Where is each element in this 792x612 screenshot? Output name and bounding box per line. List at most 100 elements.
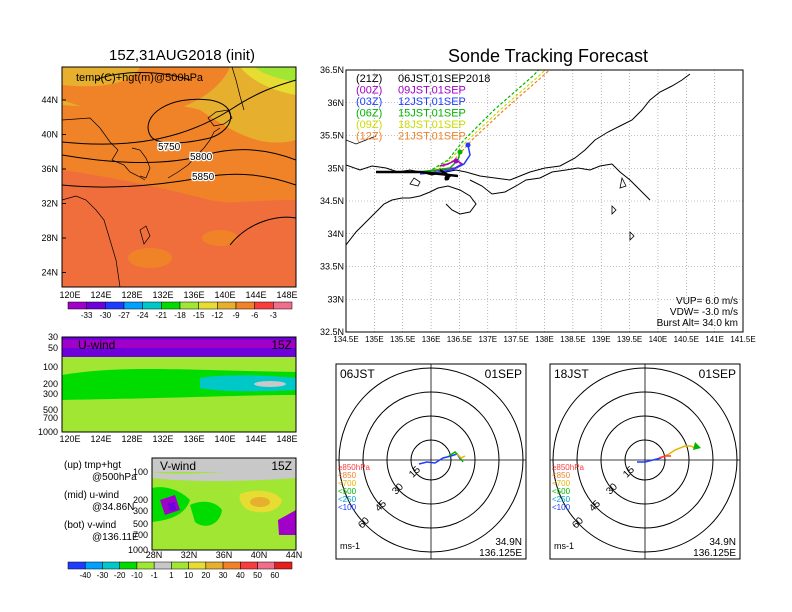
uwind-p-tick: 1000 bbox=[38, 427, 58, 437]
hodo-trace bbox=[660, 445, 696, 459]
uwind-lon-tick: 132E bbox=[152, 434, 173, 444]
colorbar-cell bbox=[217, 301, 237, 310]
track-legend-text: 15JST,01SEP bbox=[398, 108, 466, 120]
uwind-lon-tick: 136E bbox=[183, 434, 204, 444]
track-legend-text: 12JST,01SEP bbox=[398, 96, 466, 108]
track-lon-tick: 138.5E bbox=[560, 335, 585, 344]
uwind-p-tick: 50 bbox=[48, 343, 58, 353]
hodo-level: <500 bbox=[552, 487, 571, 496]
colorbar-tick: 20 bbox=[201, 571, 210, 580]
colorbar-cell bbox=[67, 301, 87, 310]
track-lon-tick: 141.5E bbox=[730, 335, 755, 344]
hodo-level: <250 bbox=[338, 495, 357, 504]
uwind-label: U-wind bbox=[78, 338, 115, 352]
track-legend-code: (06Z) bbox=[356, 108, 382, 120]
hodo-level: <500 bbox=[338, 487, 357, 496]
colorbar-tick: 50 bbox=[253, 571, 262, 580]
vwind-lat-tick: 32N bbox=[181, 550, 198, 560]
colorbar-tick: -9 bbox=[232, 311, 240, 320]
colorbar-cell bbox=[205, 561, 224, 570]
colorbar-cell bbox=[67, 561, 86, 570]
colorbar-tick: -18 bbox=[174, 311, 186, 320]
vwind-time: 15Z bbox=[271, 459, 292, 473]
track-lat-tick: 35N bbox=[327, 163, 344, 173]
colorbar-cell bbox=[105, 301, 125, 310]
contour-label: 5800 bbox=[190, 152, 213, 163]
colorbar-tick: -21 bbox=[156, 311, 168, 320]
track-lat-tick: 34.5N bbox=[320, 196, 344, 206]
uwind-p-tick: 700 bbox=[43, 413, 58, 423]
map-lat-tick: 28N bbox=[41, 233, 58, 243]
track-param: VDW= -3.0 m/s bbox=[670, 307, 738, 318]
uwind-lon-tick: 148E bbox=[276, 434, 297, 444]
uwind-time: 15Z bbox=[271, 338, 292, 352]
vwind-p-tick: 100 bbox=[133, 467, 148, 477]
uwind-lon-tick: 144E bbox=[245, 434, 266, 444]
colorbar-cell bbox=[136, 561, 155, 570]
uwind-p-tick: 100 bbox=[43, 362, 58, 372]
hodo-unit: ms-1 bbox=[554, 541, 574, 551]
colorbar-cell bbox=[153, 561, 172, 570]
left-title: 15Z,31AUG2018 (init) bbox=[109, 47, 255, 64]
track-lon-tick: 141E bbox=[705, 335, 724, 344]
track-lat-tick: 36N bbox=[327, 98, 344, 108]
track-lat-tick: 33.5N bbox=[320, 262, 344, 272]
vwind-lat-tick: 28N bbox=[146, 550, 163, 560]
colorbar-cell bbox=[161, 301, 181, 310]
hodo-unit: ms-1 bbox=[340, 541, 360, 551]
map-lon-tick: 148E bbox=[276, 290, 297, 300]
colorbar-tick: -20 bbox=[114, 571, 126, 580]
hodo-time: 06JST bbox=[340, 367, 375, 381]
colorbar-cell bbox=[222, 561, 241, 570]
hodo-level: ≥850hPa bbox=[552, 463, 585, 472]
colorbar-tick: -15 bbox=[193, 311, 205, 320]
map-lon-tick: 120E bbox=[59, 290, 80, 300]
track-legend-text: 21JST,01SEP bbox=[398, 131, 466, 143]
colorbar-tick: -6 bbox=[251, 311, 259, 320]
map-lat-tick: 24N bbox=[41, 268, 58, 278]
track-panel: (21Z) 06JST,01SEP2018 (00Z) 09JST,01SEP (03Z… bbox=[320, 65, 756, 344]
colorbar-tick: -24 bbox=[137, 311, 149, 320]
hodo-trace bbox=[637, 457, 662, 463]
colorbar-cell bbox=[179, 301, 199, 310]
colorbar-tick: -30 bbox=[100, 311, 112, 320]
hodo-level: <250 bbox=[552, 495, 571, 504]
colorbar-cell bbox=[86, 301, 106, 310]
map-lon-tick: 128E bbox=[121, 290, 142, 300]
track-lon-tick: 136.5E bbox=[447, 335, 472, 344]
contour-label: 5850 bbox=[192, 172, 215, 183]
vwind-lat-tick: 44N bbox=[286, 550, 303, 560]
track-lon-tick: 136E bbox=[422, 335, 441, 344]
colorbar-cell bbox=[198, 301, 218, 310]
track-lat-tick: 34N bbox=[327, 229, 344, 239]
hodo-level: ≥850hPa bbox=[338, 463, 371, 472]
track-param: Burst Alt= 34.0 km bbox=[657, 318, 738, 329]
uwind-p-tick: 500 bbox=[43, 405, 58, 415]
track-lon-tick: 137.5E bbox=[503, 335, 528, 344]
track-legend-code: (12Z) bbox=[356, 131, 382, 143]
note-line: (up) tmp+hgt bbox=[64, 460, 121, 471]
hodo-trace bbox=[456, 453, 466, 459]
vwind-p-tick: 1000 bbox=[128, 545, 148, 555]
note-line: @500hPa bbox=[92, 472, 137, 483]
colorbar-tick: -27 bbox=[118, 311, 130, 320]
colorbar-tick: -12 bbox=[212, 311, 224, 320]
vwind-lat-tick: 36N bbox=[216, 550, 233, 560]
hodo-coord: 136.125E bbox=[693, 548, 736, 559]
track-legend-code: (03Z) bbox=[356, 96, 382, 108]
track-lat-tick: 33N bbox=[327, 294, 344, 304]
hodo-level: <700 bbox=[552, 479, 571, 488]
colorbar-cell bbox=[240, 561, 258, 570]
hodo-date: 01SEP bbox=[699, 367, 736, 381]
colorbar-tick: -33 bbox=[81, 311, 93, 320]
note-line: @136.11E bbox=[92, 532, 139, 543]
hodo-coord: 34.9N bbox=[709, 537, 736, 548]
map-lat-tick: 40N bbox=[41, 130, 58, 140]
track-lat-tick: 35.5N bbox=[320, 131, 344, 141]
track-lon-tick: 140.5E bbox=[674, 335, 699, 344]
track-lon-tick: 135E bbox=[365, 335, 384, 344]
hodo-trace bbox=[658, 455, 671, 459]
